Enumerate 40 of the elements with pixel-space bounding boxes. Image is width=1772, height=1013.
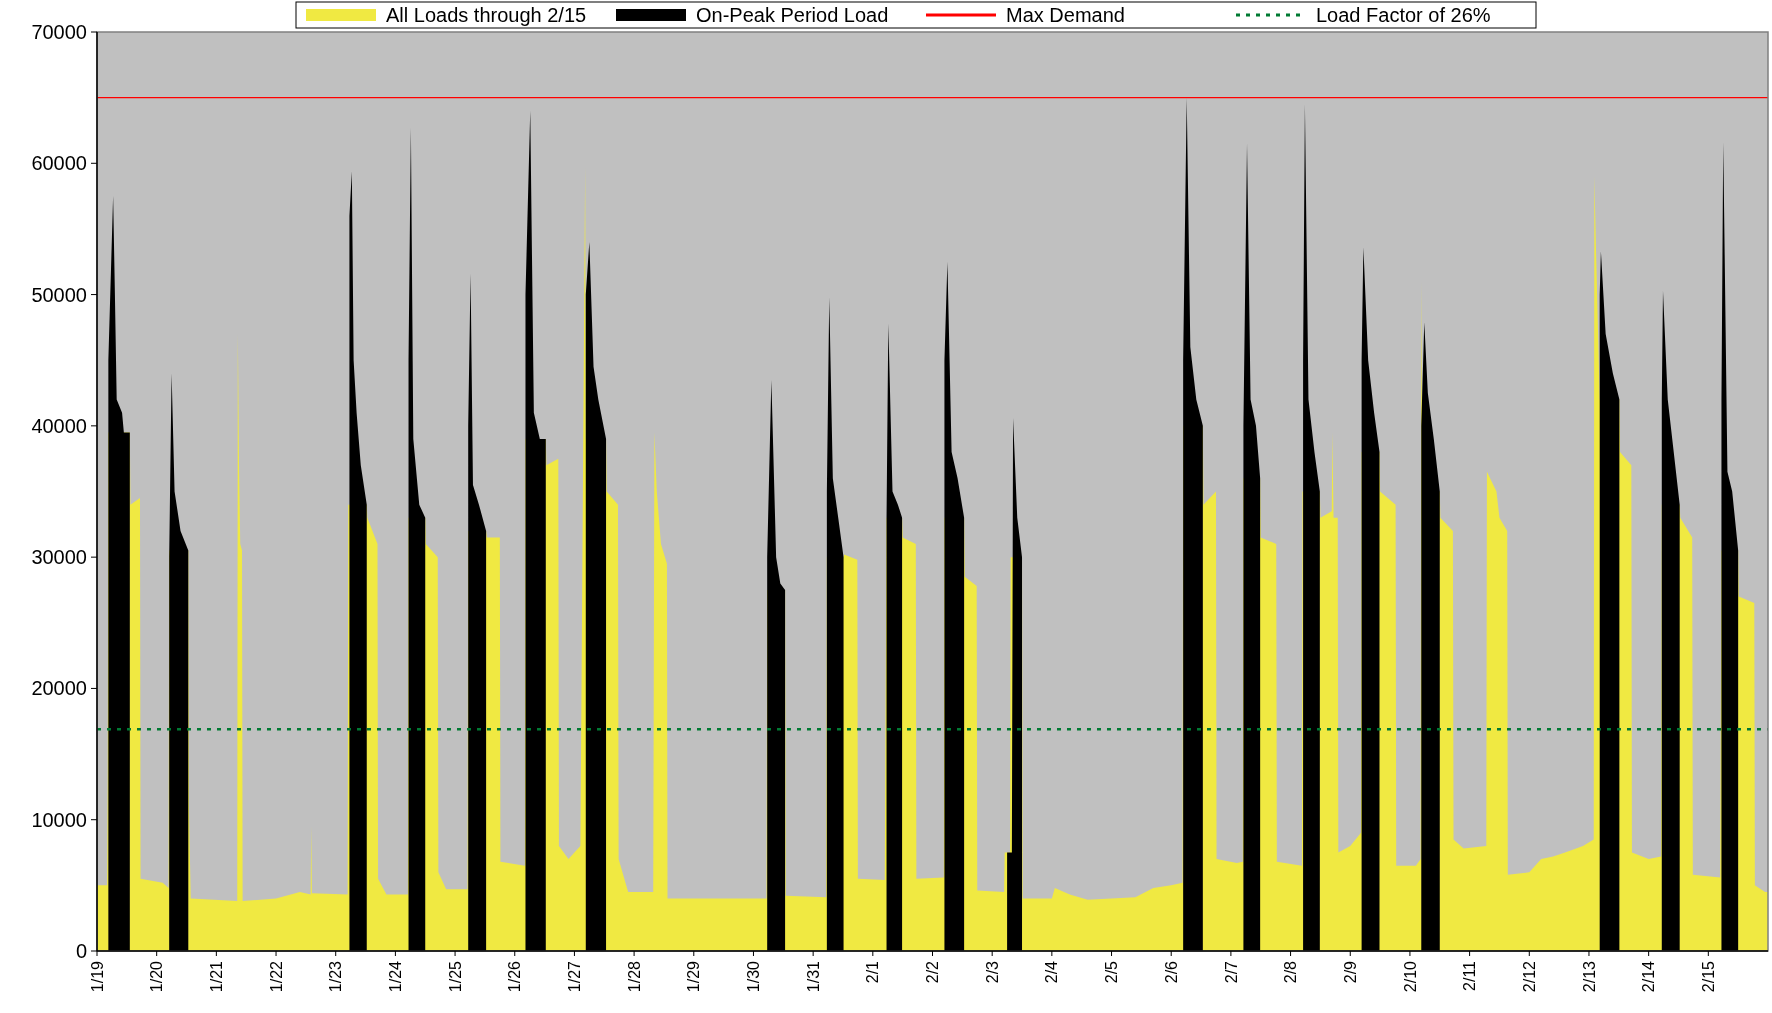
x-tick-label: 2/14 [1640, 960, 1658, 993]
y-tick-label: 10000 [31, 808, 87, 831]
legend-label: On-Peak Period Load [696, 4, 889, 26]
x-tick-label: 2/13 [1580, 960, 1598, 993]
x-tick-label: 1/28 [625, 960, 643, 993]
x-tick-label: 1/31 [804, 960, 822, 993]
x-tick-label: 2/5 [1103, 960, 1121, 984]
y-tick-label: 70000 [31, 21, 87, 43]
x-tick-label: 1/25 [446, 960, 464, 993]
x-tick-label: 1/21 [207, 960, 225, 993]
y-tick-label: 60000 [31, 152, 87, 175]
x-tick-label: 2/10 [1401, 960, 1419, 993]
x-tick-label: 1/23 [327, 960, 345, 993]
x-tick-label: 1/27 [566, 960, 584, 993]
x-tick-label: 2/12 [1520, 960, 1538, 993]
x-tick-label: 1/29 [685, 960, 703, 993]
x-tick-label: 1/20 [148, 960, 166, 993]
x-tick-label: 1/26 [506, 960, 524, 993]
x-tick-label: 2/7 [1222, 960, 1240, 984]
x-tick-label: 1/19 [88, 960, 106, 993]
x-tick-label: 2/11 [1461, 960, 1479, 991]
x-tick-label: 2/3 [983, 960, 1001, 984]
legend-label: All Loads through 2/15 [386, 4, 587, 26]
x-tick-label: 2/9 [1341, 960, 1359, 984]
x-tick-label: 2/6 [1162, 960, 1180, 984]
y-tick-label: 0 [75, 940, 87, 962]
x-tick-label: 1/30 [745, 960, 763, 993]
y-tick-label: 30000 [31, 546, 87, 569]
x-tick-label: 1/22 [267, 960, 285, 993]
x-tick-label: 1/24 [386, 960, 404, 993]
y-tick-label: 20000 [31, 677, 87, 700]
legend-label: Max Demand [1006, 4, 1125, 26]
x-tick-label: 2/15 [1699, 960, 1717, 993]
y-tick-label: 50000 [31, 283, 87, 306]
x-tick-label: 2/2 [924, 960, 942, 984]
x-tick-label: 2/8 [1282, 960, 1300, 984]
legend-label: Load Factor of 26% [1316, 4, 1491, 26]
x-tick-label: 2/4 [1043, 960, 1061, 984]
y-tick-label: 40000 [31, 414, 87, 437]
x-tick-label: 2/1 [864, 960, 882, 984]
